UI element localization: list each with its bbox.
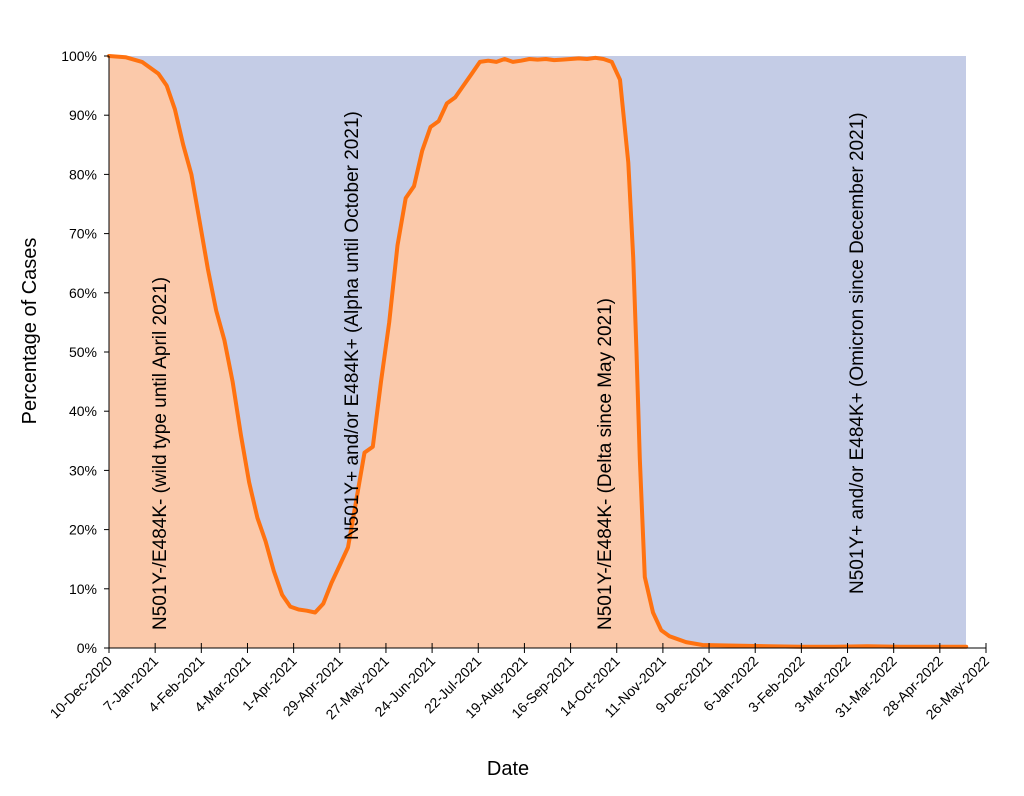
y-tick-label: 50% — [69, 344, 97, 360]
y-tick-label: 0% — [77, 640, 97, 656]
y-tick-label: 30% — [69, 462, 97, 478]
x-tick-label: 10-Dec-2020 — [47, 653, 116, 722]
y-tick-label: 40% — [69, 403, 97, 419]
annotation-wild-type: N501Y-/E484K- (wild type until April 202… — [150, 277, 171, 630]
y-axis-ticks: 0% 10% 20% 30% 40% 50% 60% 70% 80% 90% 100% — [61, 48, 109, 656]
y-tick-label: 100% — [61, 48, 97, 64]
y-tick-label: 10% — [69, 581, 97, 597]
lower-area — [109, 56, 967, 648]
y-tick-label: 60% — [69, 285, 97, 301]
y-tick-label: 70% — [69, 226, 97, 242]
annotation-alpha: N501Y+ and/or E484K+ (Alpha until Octobe… — [342, 111, 363, 540]
x-axis-ticks: 10-Dec-20207-Jan-20214-Feb-20214-Mar-202… — [47, 643, 992, 722]
y-tick-label: 80% — [69, 166, 97, 182]
annotation-omicron: N501Y+ and/or E484K+ (Omicron since Dece… — [847, 112, 868, 594]
y-tick-label: 90% — [69, 107, 97, 123]
y-tick-label: 20% — [69, 522, 97, 538]
y-axis-title: Percentage of Cases — [19, 238, 41, 425]
x-axis-title: Date — [487, 758, 529, 780]
annotation-delta: N501Y-/E484K- (Delta since May 2021) — [595, 298, 616, 630]
series-line — [107, 54, 969, 649]
